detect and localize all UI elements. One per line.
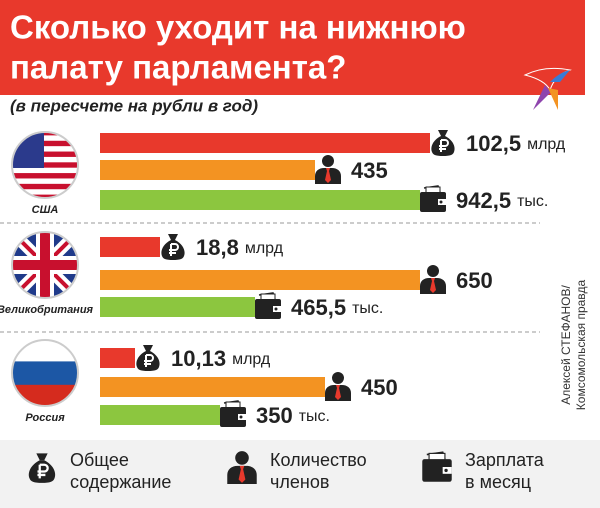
flag-stripe <box>12 135 78 142</box>
unit: тыс. <box>517 193 548 210</box>
icon <box>315 155 341 184</box>
value: 18,8 <box>196 235 239 260</box>
value: 350 <box>256 403 293 428</box>
country-name: Великобритания <box>0 304 94 316</box>
value-label: 435 <box>351 158 388 183</box>
legend-text: в месяц <box>465 472 531 492</box>
icon <box>135 343 161 373</box>
country-name: США <box>32 204 59 216</box>
flag-stripe <box>12 151 78 158</box>
flag-stripe <box>12 162 78 169</box>
value: 942,5 <box>456 188 511 213</box>
icon <box>219 400 247 428</box>
title-banner <box>0 0 585 95</box>
flag-stripe <box>12 173 78 179</box>
unit: тыс. <box>352 300 383 317</box>
legend-text: Общее <box>70 450 129 470</box>
bar <box>100 297 255 317</box>
flag-band <box>12 361 78 386</box>
value-label: 102,5 млрд <box>466 131 566 156</box>
value-label: 350 тыс. <box>256 403 330 428</box>
flag-border <box>11 131 79 199</box>
flag-stripe <box>12 140 78 147</box>
legend-text: Количество <box>270 450 367 470</box>
bar <box>100 237 160 257</box>
unit: млрд <box>245 240 284 257</box>
value: 450 <box>361 375 398 400</box>
unit: млрд <box>527 136 566 153</box>
value-label: 465,5 тыс. <box>291 295 383 320</box>
value-label: 942,5 тыс. <box>456 188 548 213</box>
icon <box>430 128 456 158</box>
legend-text: содержание <box>70 472 171 492</box>
value: 102,5 <box>466 131 521 156</box>
flag-inner <box>12 340 78 406</box>
bar <box>100 377 325 397</box>
value: 465,5 <box>291 295 346 320</box>
credit-text: Алексей СТЕФАНОВ/ <box>559 285 573 405</box>
value-label: 18,8 млрд <box>196 235 284 260</box>
value: 650 <box>456 268 493 293</box>
flag-border <box>11 231 79 299</box>
title: Сколько уходит на нижнюю <box>10 9 466 46</box>
flag-stripe <box>12 146 78 153</box>
unit: тыс. <box>299 408 330 425</box>
icon <box>420 265 446 294</box>
credit-text: Комсомольская правда <box>574 279 588 410</box>
value: 435 <box>351 158 388 183</box>
unit: млрд <box>232 351 271 368</box>
bar <box>100 133 430 153</box>
credit: Алексей СТЕФАНОВ/ Комсомольская правда <box>559 279 588 410</box>
country-name: Россия <box>25 412 65 424</box>
bar <box>100 405 220 425</box>
flag <box>11 131 79 199</box>
legend-text: Зарплата <box>465 450 545 470</box>
icon <box>254 292 282 320</box>
value-label: 450 <box>361 375 398 400</box>
value-label: 650 <box>456 268 493 293</box>
icon <box>419 185 447 213</box>
flag-stripe <box>12 194 78 198</box>
legend-bg <box>0 440 600 508</box>
flag-cross <box>12 232 78 298</box>
flag-stripe <box>12 132 78 136</box>
bar <box>100 190 420 210</box>
flag-stripe <box>12 156 78 163</box>
flag-inner <box>12 232 78 298</box>
flag-stripe <box>12 189 78 196</box>
flag <box>11 231 79 299</box>
logo <box>523 67 572 110</box>
bar <box>100 160 315 180</box>
icon <box>160 232 186 262</box>
flag-border <box>11 339 79 407</box>
icon <box>325 372 351 401</box>
flag-stripe <box>12 178 78 185</box>
flag-band <box>12 340 78 362</box>
bar <box>100 270 420 290</box>
flag <box>11 339 79 407</box>
title: палату парламента? <box>10 49 346 86</box>
flag-stripe <box>12 183 78 190</box>
flag-stripe <box>12 167 78 174</box>
legend-text: членов <box>270 472 329 492</box>
subtitle: (в пересчете на рубли в год) <box>10 96 258 115</box>
value: 10,13 <box>171 346 226 371</box>
bar <box>100 348 135 368</box>
value-label: 10,13 млрд <box>171 346 271 371</box>
flag-inner <box>12 132 78 198</box>
